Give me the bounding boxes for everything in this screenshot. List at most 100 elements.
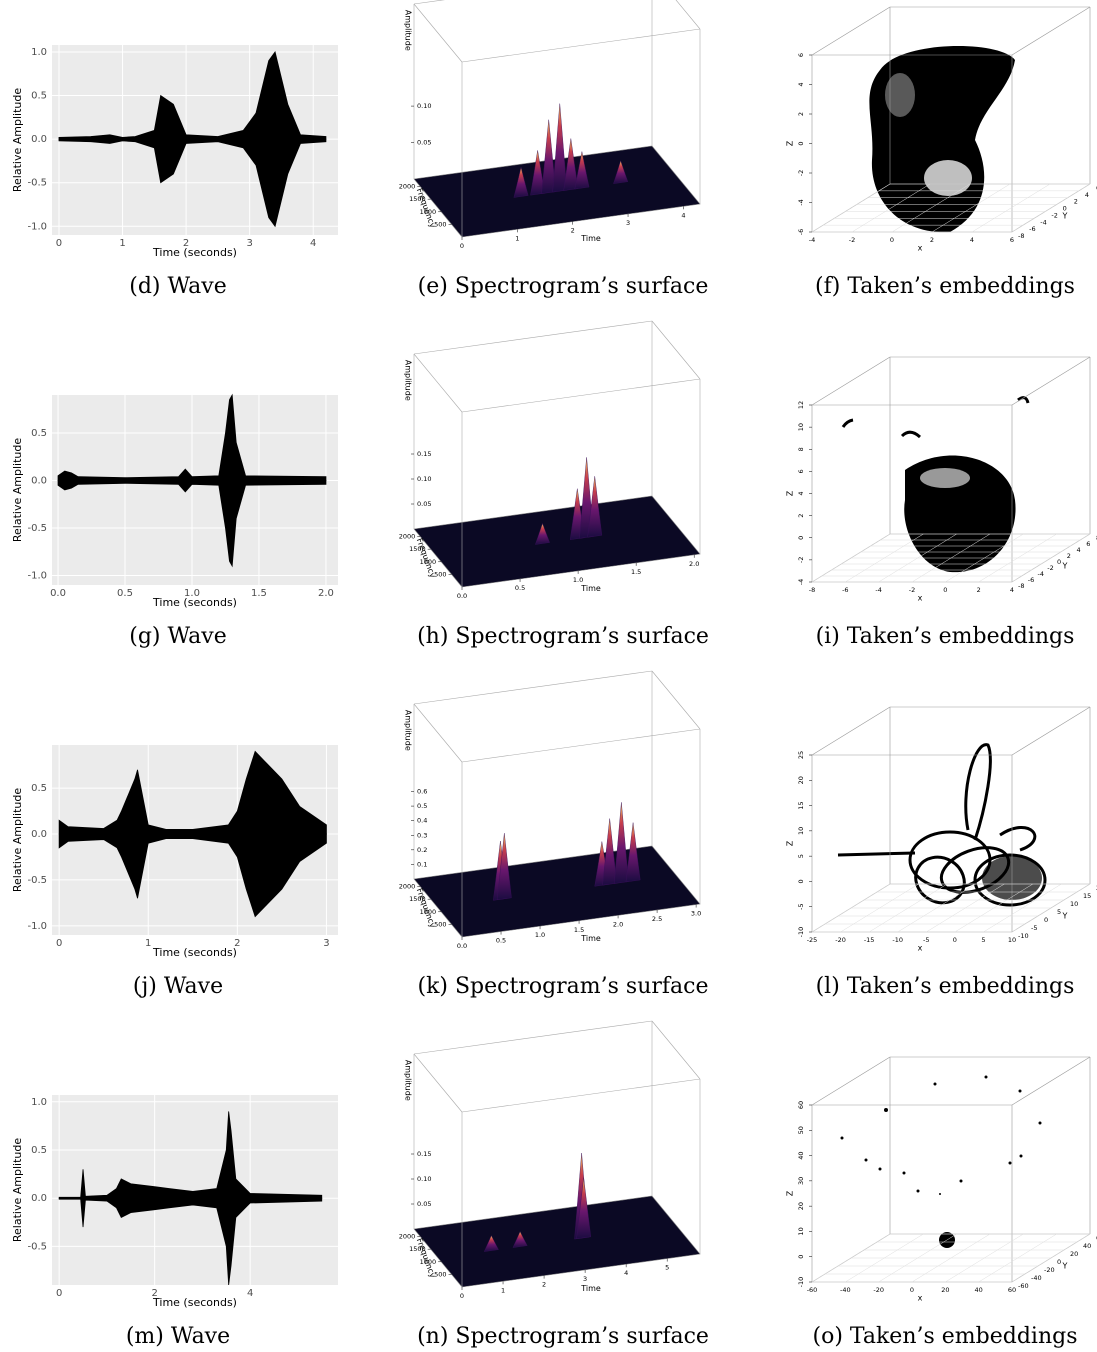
- wave: [58, 833, 327, 918]
- z-axis-label: Z: [786, 490, 795, 496]
- y-tick-label: 1.0: [31, 1097, 47, 1108]
- caption: (d) Wave: [129, 274, 227, 299]
- z-tick-label: -4: [797, 199, 805, 205]
- x-tick-label: 1.0: [184, 588, 200, 599]
- grid-line: [851, 183, 931, 233]
- y-tick-label: -2: [1047, 564, 1053, 572]
- z-axis-label: Amplitude: [404, 360, 413, 401]
- y-tick-label: 0.5: [31, 428, 47, 439]
- z-axis-label: Amplitude: [404, 10, 413, 51]
- spectral-peak: [535, 522, 550, 545]
- x-tick-label: 4: [247, 1288, 253, 1299]
- x-tick-label: 1.0: [573, 576, 583, 584]
- z-tick-label: 30: [797, 1177, 805, 1185]
- x-axis-label: x: [918, 594, 923, 603]
- y-axis-label: Y: [1062, 562, 1068, 571]
- wave: [58, 1197, 323, 1286]
- spectral-peak: [513, 167, 529, 198]
- box-edge: [651, 670, 701, 730]
- box-edge: [651, 1020, 701, 1080]
- z-tick-label: 0.6: [417, 788, 427, 796]
- box-edge: [413, 353, 463, 413]
- y-tick-label: -20: [1044, 1266, 1055, 1274]
- y-tick-label: 0.0: [31, 1193, 47, 1204]
- wave: [58, 750, 327, 835]
- z-tick-label: 0: [797, 1255, 805, 1259]
- x-axis-label: Time (seconds): [152, 596, 237, 609]
- y-tick-label: -0.5: [27, 178, 47, 189]
- x-tick-label: -2: [849, 236, 855, 244]
- spectral-peak: [587, 476, 603, 538]
- y-tick-label: 0: [1044, 916, 1048, 924]
- caption: (l) Taken’s embeddings: [816, 974, 1075, 999]
- y-axis-label: Relative Amplitude: [11, 788, 24, 892]
- y-tick-label: 1000: [420, 208, 437, 216]
- y-tick-label: 0.5: [31, 783, 47, 794]
- x-tick-label: 3: [323, 938, 329, 949]
- spectral-peak: [614, 802, 629, 884]
- box-edge: [1011, 356, 1091, 406]
- z-tick-label: 0.4: [417, 817, 427, 825]
- y-tick-label: -60: [1018, 1282, 1029, 1290]
- y-tick-label: -10: [1018, 932, 1029, 940]
- x-tick-label: 2: [930, 236, 934, 244]
- y-tick-label: 1000: [420, 908, 437, 916]
- caption: (e) Spectrogram’s surface: [418, 274, 709, 299]
- x-tick-label: 4: [624, 1269, 628, 1277]
- x-tick-label: 0: [460, 242, 464, 250]
- y-tick-label: 40: [1083, 1242, 1091, 1250]
- z-tick-label: 0.1: [417, 860, 427, 868]
- x-tick-label: 2.0: [689, 560, 699, 568]
- box-edge: [811, 706, 891, 756]
- y-tick-label: 2000: [399, 533, 416, 541]
- x-tick-label: 2.0: [318, 588, 334, 599]
- x-tick-label: -4: [875, 586, 881, 594]
- y-tick-label: 0.5: [31, 91, 47, 102]
- y-tick-label: 0: [1063, 205, 1067, 213]
- x-axis-label: Time: [580, 1284, 601, 1293]
- x-axis-label: Time: [580, 934, 601, 943]
- box-edge: [1011, 6, 1091, 56]
- z-axis-label: Z: [786, 140, 795, 146]
- z-tick-label: 10: [797, 827, 805, 835]
- y-tick-label: 0.5: [31, 1145, 47, 1156]
- spectral-peak: [613, 160, 629, 184]
- z-tick-label: -10: [797, 927, 805, 938]
- x-tick-label: -10: [892, 936, 903, 944]
- y-tick-label: 1500: [409, 195, 426, 203]
- x-axis-label: Time (seconds): [152, 946, 237, 959]
- z-tick-label: -4: [797, 579, 805, 585]
- surface-floor: [413, 845, 701, 938]
- y-tick-label: 0.0: [31, 476, 47, 487]
- spectral-peak: [496, 833, 512, 901]
- x-tick-label: 0.0: [457, 942, 467, 950]
- z-tick-label: 0.05: [417, 500, 431, 508]
- spectral-peak: [512, 1231, 528, 1248]
- z-tick-label: -6: [797, 229, 805, 235]
- surface-floor: [413, 495, 701, 588]
- y-tick-label: 500: [434, 1270, 446, 1278]
- y-tick-label: 0.0: [31, 134, 47, 145]
- spectral-peak: [541, 119, 557, 194]
- x-tick-label: 0.0: [457, 592, 467, 600]
- z-tick-label: 50: [797, 1126, 805, 1134]
- x-tick-label: 2.0: [613, 920, 623, 928]
- y-axis-label: Relative Amplitude: [11, 1138, 24, 1242]
- caption: (o) Taken’s embeddings: [812, 1324, 1077, 1349]
- wave: [57, 393, 327, 481]
- x-tick-label: 0.5: [496, 937, 506, 945]
- y-tick-label: -6: [1028, 576, 1034, 584]
- z-tick-label: 0: [797, 536, 805, 540]
- x-tick-label: 5: [665, 1264, 669, 1272]
- y-tick-label: 2000: [399, 883, 416, 891]
- wave: [58, 51, 327, 140]
- x-tick-label: 4: [970, 236, 974, 244]
- caption: (i) Taken’s embeddings: [816, 624, 1075, 649]
- y-tick-label: -5: [1031, 924, 1037, 932]
- grid-line: [891, 183, 971, 233]
- box-edge: [651, 320, 701, 380]
- x-tick-label: -4: [809, 236, 815, 244]
- y-tick-label: 2000: [399, 1233, 416, 1241]
- z-tick-label: 10: [797, 1227, 805, 1235]
